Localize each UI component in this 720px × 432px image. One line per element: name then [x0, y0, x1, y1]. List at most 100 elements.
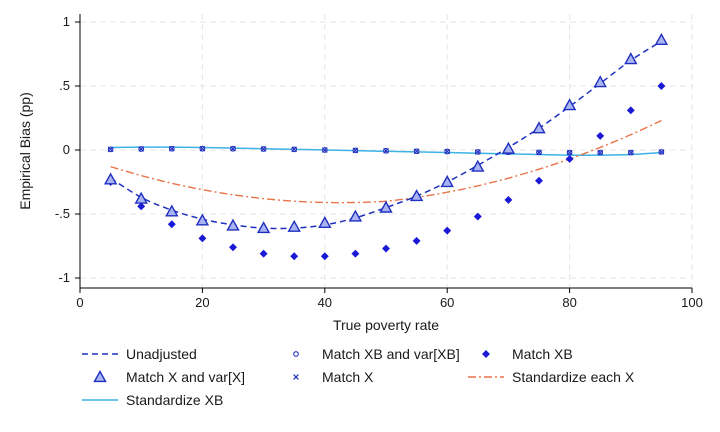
- x-tick-label: 80: [562, 295, 576, 310]
- data-point-match-x-and-var-x: [256, 221, 271, 234]
- x-tick-label: 20: [195, 295, 209, 310]
- data-point-match-x-stroke: [444, 148, 451, 155]
- legend-label-standardize-each-x: Standardize each X: [512, 369, 635, 385]
- data-point-match-x-and-var-x: [195, 213, 210, 226]
- legend-key-match-x-and-var-x: [93, 370, 107, 383]
- data-point-match-xb: [535, 176, 543, 185]
- data-point-match-xb: [137, 202, 146, 211]
- data-point-match-xb: [473, 212, 482, 221]
- data-point-match-x-and-var-x: [134, 191, 148, 204]
- data-point-match-x-and-var-x: [409, 189, 424, 202]
- data-point-match-xb: [167, 220, 176, 229]
- data-point-match-x-and-var-x: [103, 172, 118, 185]
- legend-label-match-x-and-var-x: Match X and var[X]: [126, 369, 245, 385]
- data-point-match-x: [168, 145, 175, 152]
- data-point-match-x: [383, 147, 389, 154]
- data-point-match-x: [474, 149, 481, 155]
- data-point-match-x: [413, 148, 420, 155]
- data-point-match-x-stroke: [597, 149, 604, 156]
- data-point-match-x-and-var-x: [379, 200, 393, 213]
- legend-label-match-xb-and-var-xb: Match XB and var[XB]: [322, 346, 460, 362]
- y-tick-label: .5: [59, 78, 70, 93]
- data-point-match-x: [658, 149, 665, 155]
- legend-item-match-x-and-var-x: Match X and var[X]: [93, 369, 245, 385]
- data-point-match-x: [291, 146, 298, 153]
- data-point-match-x: [321, 147, 328, 153]
- data-point-match-x-stroke: [230, 145, 236, 152]
- series-match-xb: [106, 82, 666, 261]
- y-axis-title: Empirical Bias (pp): [17, 92, 33, 209]
- legend-item-match-xb-and-var-xb: Match XB and var[XB]: [293, 346, 460, 362]
- data-point-match-x-and-var-x: [593, 75, 607, 88]
- legend: Unadjusted Match XB and var[XB] Match XB Ma…: [82, 346, 635, 408]
- data-point-match-x: [138, 146, 145, 152]
- data-point-match-x-stroke: [168, 145, 175, 152]
- data-point-match-xb: [565, 154, 574, 163]
- data-point-match-x-stroke: [658, 149, 665, 155]
- data-point-match-xb: [657, 82, 666, 90]
- data-point-match-x-and-var-x: [471, 159, 485, 172]
- data-point-match-x-and-var-x: [165, 204, 179, 217]
- data-point-match-x-stroke: [352, 147, 359, 154]
- data-point-match-x: [597, 149, 604, 156]
- legend-label-match-xb: Match XB: [512, 346, 573, 362]
- data-point-match-x-stroke: [199, 145, 206, 152]
- legend-item-standardize-each-x: Standardize each X: [468, 369, 635, 385]
- data-point-match-x-and-var-x: [532, 121, 546, 134]
- data-point-match-xb: [290, 252, 299, 261]
- data-point-match-x-and-var-x: [348, 209, 363, 222]
- data-point-match-x-and-var-x: [562, 98, 577, 111]
- data-point-match-x-and-var-x: [624, 52, 638, 65]
- data-point-match-xb: [382, 244, 390, 253]
- data-point-match-x: [566, 149, 573, 156]
- legend-item-match-xb: Match XB: [482, 346, 573, 362]
- data-point-match-x-stroke: [138, 146, 145, 152]
- data-point-match-xb: [259, 249, 268, 258]
- data-point-match-x: [107, 146, 114, 153]
- data-point-match-x: [536, 149, 542, 156]
- series-line-standardize-each-x: [110, 119, 662, 204]
- data-point-match-x-stroke: [536, 149, 542, 156]
- x-tick-label: 100: [681, 295, 703, 310]
- legend-item-match-x: Match X: [293, 369, 374, 385]
- legend-key-match-x-stroke: [293, 374, 299, 380]
- data-point-match-x: [230, 145, 236, 152]
- data-point-match-x-stroke: [566, 149, 573, 156]
- data-point-match-x-stroke: [413, 148, 420, 155]
- data-point-match-x-and-var-x: [654, 32, 669, 46]
- y-tick-label: -.5: [55, 206, 70, 221]
- data-point-match-x-stroke: [383, 147, 389, 154]
- data-point-match-x-and-var-x: [226, 218, 240, 231]
- data-point-match-x-and-var-x: [440, 175, 454, 188]
- data-point-match-xb: [351, 249, 360, 258]
- data-point-match-xb: [229, 243, 237, 252]
- data-point-match-xb: [626, 106, 635, 115]
- x-tick-label: 0: [76, 295, 83, 310]
- data-point-match-x-and-var-x: [318, 216, 332, 229]
- legend-item-unadjusted: Unadjusted: [82, 346, 197, 362]
- y-tick-label: 0: [63, 142, 70, 157]
- y-tick-label: -1: [58, 270, 70, 285]
- data-point-match-x-stroke: [321, 147, 328, 153]
- x-tick-label: 60: [440, 295, 454, 310]
- data-point-match-x-stroke: [474, 149, 481, 155]
- legend-key-match-x: [293, 374, 299, 380]
- data-marks: [103, 32, 669, 261]
- legend-label-unadjusted: Unadjusted: [126, 346, 197, 362]
- data-point-match-x: [199, 145, 206, 152]
- y-tick-label: 1: [63, 14, 70, 29]
- legend-label-match-x: Match X: [322, 369, 374, 385]
- data-point-match-xb: [596, 131, 605, 140]
- axes: 0 20 40 60 80 100 1 .5 0 -.5 -1 True poverty rate Em…: [17, 14, 703, 333]
- data-point-match-x: [352, 147, 359, 154]
- data-point-match-x: [627, 149, 634, 156]
- data-point-match-x-stroke: [627, 149, 634, 156]
- data-point-match-x-stroke: [107, 146, 114, 153]
- legend-item-standardize-xb: Standardize XB: [82, 392, 223, 408]
- data-point-match-xb: [504, 195, 513, 204]
- legend-label-standardize-xb: Standardize XB: [126, 392, 223, 408]
- data-point-match-x-and-var-x: [287, 219, 301, 232]
- data-point-match-x-and-var-x: [501, 141, 516, 154]
